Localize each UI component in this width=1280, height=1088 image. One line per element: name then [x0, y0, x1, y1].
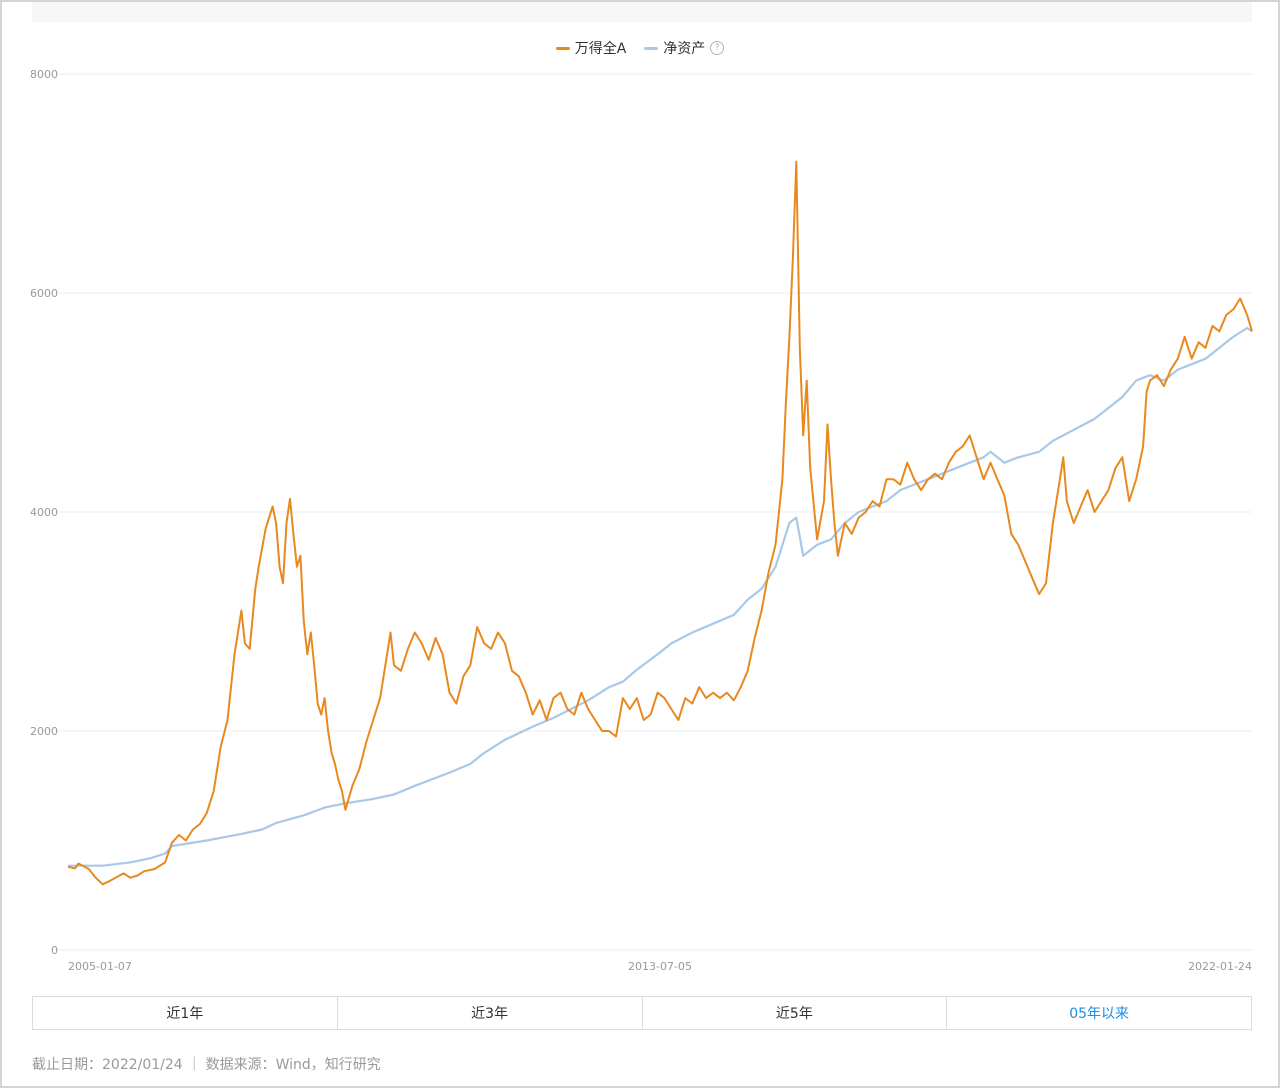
legend-swatch-net-assets — [644, 46, 659, 50]
y-tick-label: 8000 — [30, 68, 58, 81]
legend-label-wind-a: 万得全A — [574, 41, 627, 57]
tab-since-2005[interactable]: 05年以来 — [1069, 1006, 1130, 1022]
tab-3y[interactable]: 近3年 — [338, 997, 643, 1029]
tab-1y[interactable]: 近1年 — [33, 997, 338, 1029]
y-tick-label: 4000 — [30, 506, 58, 519]
y-tick-label: 0 — [51, 944, 58, 957]
question-circle-icon[interactable]: ? — [710, 41, 725, 55]
top-strip — [32, 2, 1252, 22]
source-note: 截止日期：2022/01/24 ｜ 数据来源：Wind，知行研究 — [32, 1057, 381, 1073]
y-tick-label: 2000 — [30, 725, 58, 738]
tab-5y[interactable]: 近5年 — [643, 997, 948, 1029]
legend-swatch-wind-a — [555, 46, 570, 50]
y-tick-label: 6000 — [30, 287, 58, 300]
x-tick-label: 2022-01-24 — [1188, 960, 1252, 973]
line-chart: 0 2000 4000 6000 8000 2005-01-07 2013-07-05 202… — [30, 68, 1253, 973]
series-line-net-assets — [68, 326, 1253, 867]
series-line-wind-a — [67, 160, 1253, 886]
legend-label-net-assets: 净资产 — [663, 41, 706, 57]
chart-legend: 万得全A 净资产 ? — [2, 38, 1278, 58]
range-tabs: 近1年 近3年 近5年 05年以来 — [32, 996, 1252, 1030]
x-tick-label: 2013-07-05 — [628, 960, 692, 973]
legend-item-wind-a[interactable]: 万得全A — [555, 38, 627, 58]
legend-item-net-assets[interactable]: 净资产 ? — [644, 38, 725, 58]
x-tick-label: 2005-01-07 — [68, 960, 132, 973]
